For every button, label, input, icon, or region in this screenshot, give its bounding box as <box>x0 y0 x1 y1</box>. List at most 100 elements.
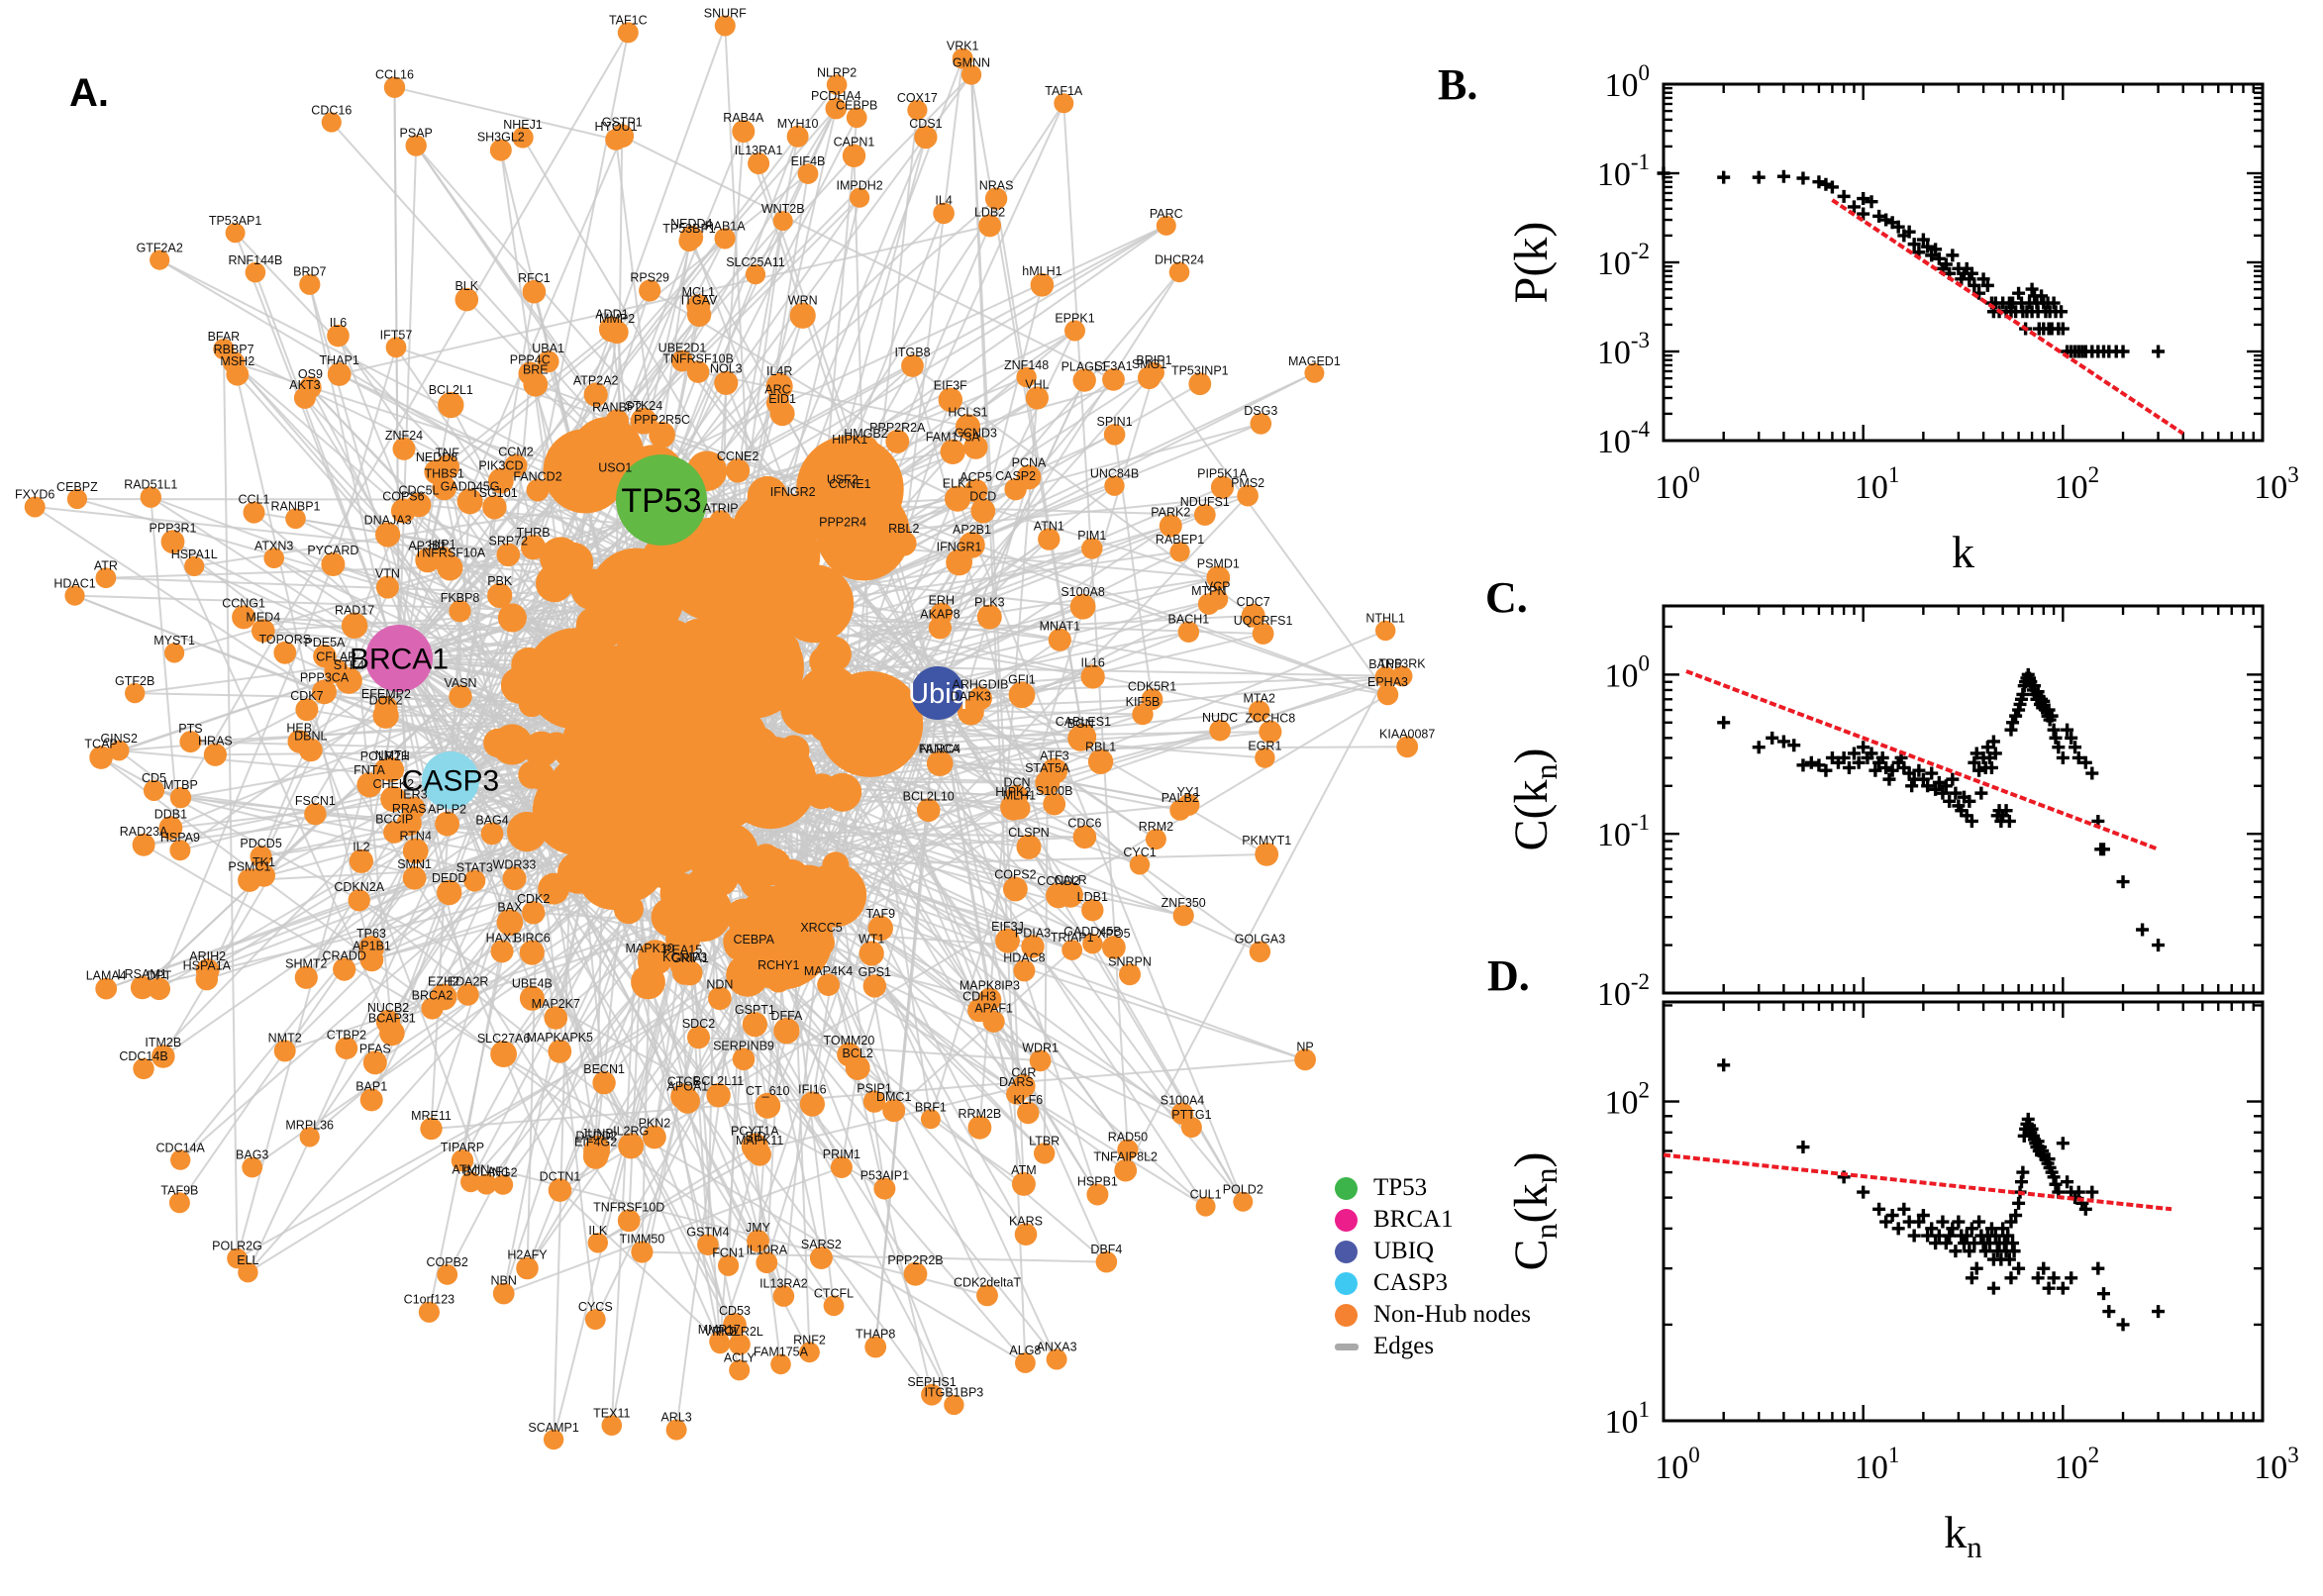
gene-label: BIRC6 <box>514 931 551 945</box>
non-hub-node <box>312 679 337 705</box>
non-hub-node <box>808 929 835 956</box>
non-hub-node <box>794 593 829 628</box>
non-hub-node <box>640 781 676 817</box>
data-point <box>1921 240 1935 253</box>
non-hub-node <box>1043 792 1066 816</box>
non-hub-node <box>976 604 1002 630</box>
gene-label: PCDHA4 <box>811 89 861 103</box>
gene-label: BRCA2 <box>412 988 454 1002</box>
gene-label: RRM2 <box>1139 820 1173 834</box>
non-hub-node <box>566 651 601 686</box>
non-hub-node <box>1177 793 1200 816</box>
data-point <box>1872 209 1886 223</box>
gene-label: RAD51L1 <box>124 478 177 492</box>
gene-label: AP1B1 <box>353 940 391 953</box>
non-hub-node <box>380 785 407 813</box>
non-hub-node <box>601 1415 623 1436</box>
non-hub-node <box>1177 621 1200 643</box>
non-hub-node <box>1011 1171 1036 1196</box>
y-axis-title: P(k) <box>1505 222 1558 304</box>
gene-label: CTCFL <box>814 1286 854 1300</box>
data-point <box>1891 1222 1905 1236</box>
gene-label: TNF <box>436 446 460 459</box>
data-point <box>2002 814 2016 828</box>
gene-label: MMP2 <box>599 312 635 326</box>
y-tick-label: 10-3 <box>1597 328 1650 371</box>
legend-node-swatch <box>1335 1303 1358 1327</box>
gene-label: RBBP7 <box>214 343 254 356</box>
non-hub-node <box>435 454 460 480</box>
non-hub-node <box>837 1042 861 1067</box>
data-point <box>1882 772 1896 786</box>
non-hub-node <box>460 1171 481 1193</box>
non-hub-node <box>843 695 874 728</box>
gene-label: ELL <box>237 1253 258 1267</box>
non-hub-node <box>617 1209 641 1233</box>
data-point <box>1717 716 1731 730</box>
data-point <box>1965 1222 1978 1236</box>
non-hub-node <box>164 643 185 663</box>
non-hub-node <box>826 74 848 95</box>
data-point <box>2009 1209 2023 1223</box>
data-point <box>2012 1261 2026 1275</box>
non-hub-node <box>243 501 265 524</box>
gene-label: SARS2 <box>801 1238 842 1251</box>
non-hub-node <box>492 1174 514 1195</box>
data-point <box>2049 731 2063 745</box>
non-hub-node <box>891 531 917 556</box>
gene-label: S100A8 <box>1060 585 1105 599</box>
gene-label: RRAS <box>392 802 427 816</box>
gene-label: ITGB8 <box>894 346 930 359</box>
data-point <box>1936 786 1950 800</box>
non-hub-node <box>375 575 399 599</box>
non-hub-node <box>295 698 319 722</box>
non-hub-node <box>95 977 118 1000</box>
gene-label: CASP2 <box>995 469 1036 483</box>
non-hub-node <box>772 1285 795 1307</box>
gene-label: JMY <box>746 1221 771 1235</box>
x-axis-title: k <box>1952 527 1974 577</box>
non-hub-node <box>1193 504 1216 526</box>
gene-label: PDIA3 <box>1015 926 1051 940</box>
legend-item-label: CASP3 <box>1373 1269 1449 1296</box>
gene-label: CEBPA <box>733 933 774 947</box>
non-hub-node <box>858 941 884 966</box>
data-point <box>1936 1215 1950 1229</box>
data-point <box>2049 1177 2063 1191</box>
non-hub-node <box>706 1083 731 1108</box>
gene-label: CCNE2 <box>717 449 758 463</box>
non-hub-node <box>637 594 669 627</box>
data-point <box>1970 747 1983 760</box>
gene-label: PCYT1A <box>731 1125 779 1139</box>
non-hub-node <box>537 350 559 373</box>
non-hub-node <box>64 585 85 606</box>
non-hub-node <box>552 772 578 800</box>
gene-label: IL2RG <box>613 1124 649 1138</box>
non-hub-node <box>817 973 840 996</box>
non-hub-node <box>1005 784 1029 807</box>
non-hub-node <box>1241 603 1265 628</box>
non-hub-node <box>321 112 342 133</box>
gene-label: MAPKAPK5 <box>527 1031 593 1045</box>
gene-label: CCNE1 <box>829 477 870 491</box>
gene-label: CDH3 <box>962 989 996 1003</box>
gene-label: TSG101 <box>471 486 518 500</box>
gene-label: CUL1 <box>1190 1188 1222 1202</box>
gene-label: MAGED1 <box>1288 354 1341 368</box>
data-point <box>2061 723 2074 737</box>
gene-label: CFLAR <box>316 650 356 664</box>
data-point <box>1925 1222 1939 1236</box>
legend-item: Non-Hub nodes <box>1335 1299 1531 1331</box>
gene-label: SH3GL2 <box>477 131 525 145</box>
gene-label: VTN <box>375 567 400 581</box>
data-point <box>1875 750 1889 764</box>
gene-label: PALB2 <box>1162 791 1199 805</box>
non-hub-node <box>830 1156 853 1178</box>
non-hub-node <box>704 663 738 696</box>
gene-label: SPIN1 <box>1097 415 1133 429</box>
gene-label: MTPN <box>1191 584 1226 598</box>
gene-label: KCNIP3 <box>662 950 707 964</box>
non-hub-node <box>907 100 928 121</box>
non-hub-node <box>1029 1049 1052 1072</box>
